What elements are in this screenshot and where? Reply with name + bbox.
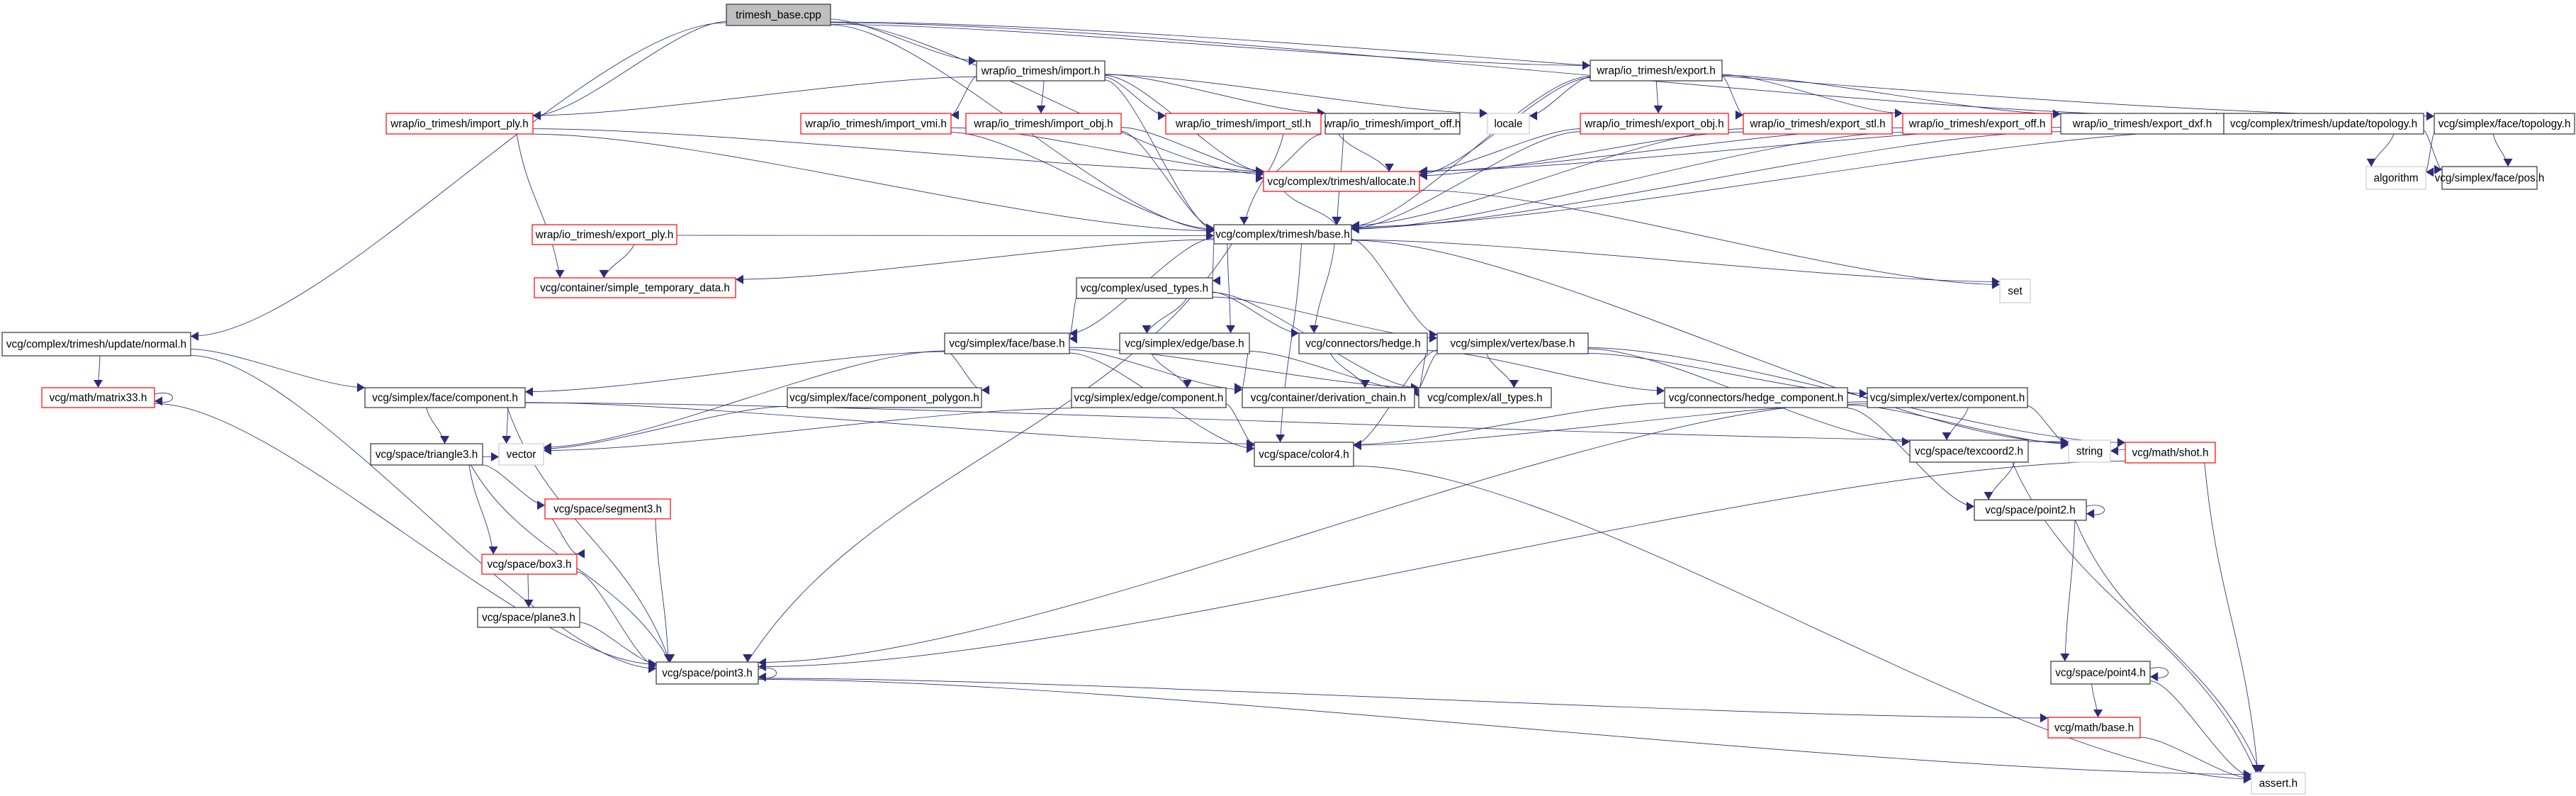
svg-text:wrap/io_trimesh/export.h: wrap/io_trimesh/export.h: [1596, 65, 1716, 77]
svg-text:vcg/container/derivation_chain: vcg/container/derivation_chain.h: [1251, 392, 1406, 404]
svg-text:wrap/io_trimesh/export_obj.h: wrap/io_trimesh/export_obj.h: [1584, 118, 1723, 130]
svg-text:vcg/space/triangle3.h: vcg/space/triangle3.h: [376, 449, 478, 461]
svg-text:vcg/space/point4.h: vcg/space/point4.h: [2055, 667, 2146, 679]
svg-text:vcg/space/point3.h: vcg/space/point3.h: [662, 668, 753, 680]
svg-text:algorithm: algorithm: [2374, 172, 2419, 184]
svg-text:vcg/simplex/vertex/component.h: vcg/simplex/vertex/component.h: [1870, 392, 2025, 404]
svg-text:vcg/container/simple_temporary: vcg/container/simple_temporary_data.h: [540, 282, 730, 294]
svg-text:vcg/complex/used_types.h: vcg/complex/used_types.h: [1081, 283, 1208, 295]
svg-text:vcg/complex/all_types.h: vcg/complex/all_types.h: [1427, 392, 1542, 404]
svg-text:wrap/io_trimesh/import_vmi.h: wrap/io_trimesh/import_vmi.h: [804, 118, 947, 130]
svg-text:vcg/connectors/hedge_component: vcg/connectors/hedge_component.h: [1669, 392, 1844, 404]
svg-text:vcg/complex/trimesh/allocate.h: vcg/complex/trimesh/allocate.h: [1267, 176, 1415, 188]
svg-text:set: set: [2008, 286, 2023, 298]
svg-text:trimesh_base.cpp: trimesh_base.cpp: [736, 9, 821, 21]
svg-text:vcg/complex/trimesh/base.h: vcg/complex/trimesh/base.h: [1215, 229, 1350, 241]
svg-text:wrap/io_trimesh/import_stl.h: wrap/io_trimesh/import_stl.h: [1175, 118, 1311, 130]
svg-text:vcg/simplex/vertex/base.h: vcg/simplex/vertex/base.h: [1451, 338, 1575, 350]
svg-text:wrap/io_trimesh/import_off.h: wrap/io_trimesh/import_off.h: [1324, 118, 1461, 130]
svg-text:wrap/io_trimesh/import.h: wrap/io_trimesh/import.h: [981, 65, 1100, 77]
svg-text:wrap/io_trimesh/import_obj.h: wrap/io_trimesh/import_obj.h: [973, 118, 1113, 130]
svg-text:vcg/math/matrix33.h: vcg/math/matrix33.h: [50, 392, 147, 404]
svg-text:vcg/simplex/edge/component.h: vcg/simplex/edge/component.h: [1074, 392, 1224, 404]
svg-text:vcg/space/point2.h: vcg/space/point2.h: [1985, 505, 2076, 517]
svg-text:vcg/connectors/hedge.h: vcg/connectors/hedge.h: [1305, 338, 1420, 350]
svg-text:vcg/space/plane3.h: vcg/space/plane3.h: [482, 612, 575, 624]
svg-text:vcg/space/segment3.h: vcg/space/segment3.h: [553, 503, 662, 515]
svg-text:vcg/simplex/face/pos.h: vcg/simplex/face/pos.h: [2435, 172, 2545, 184]
svg-text:vcg/space/color4.h: vcg/space/color4.h: [1259, 449, 1349, 461]
svg-text:vcg/math/base.h: vcg/math/base.h: [2054, 722, 2134, 734]
svg-text:wrap/io_trimesh/export_dxf.h: wrap/io_trimesh/export_dxf.h: [2072, 118, 2212, 130]
svg-text:vector: vector: [507, 449, 536, 461]
svg-text:vcg/space/texcoord2.h: vcg/space/texcoord2.h: [1915, 446, 2023, 458]
svg-text:wrap/io_trimesh/export_ply.h: wrap/io_trimesh/export_ply.h: [535, 229, 673, 241]
svg-text:wrap/io_trimesh/export_stl.h: wrap/io_trimesh/export_stl.h: [1749, 118, 1885, 130]
svg-text:wrap/io_trimesh/import_ply.h: wrap/io_trimesh/import_ply.h: [390, 118, 528, 130]
svg-text:wrap/io_trimesh/export_off.h: wrap/io_trimesh/export_off.h: [1908, 118, 2046, 130]
svg-text:vcg/complex/trimesh/update/top: vcg/complex/trimesh/update/topology.h: [2230, 118, 2417, 130]
svg-text:locale: locale: [1495, 118, 1523, 130]
svg-text:vcg/space/box3.h: vcg/space/box3.h: [487, 559, 571, 571]
svg-text:vcg/simplex/face/component_pol: vcg/simplex/face/component_polygon.h: [789, 392, 979, 404]
svg-text:vcg/math/shot.h: vcg/math/shot.h: [2132, 447, 2209, 459]
svg-text:vcg/simplex/edge/base.h: vcg/simplex/edge/base.h: [1125, 338, 1244, 350]
svg-text:vcg/simplex/face/component.h: vcg/simplex/face/component.h: [372, 392, 518, 404]
svg-text:assert.h: assert.h: [2259, 778, 2297, 790]
svg-text:vcg/simplex/face/topology.h: vcg/simplex/face/topology.h: [2439, 118, 2571, 130]
svg-text:vcg/complex/trimesh/update/nor: vcg/complex/trimesh/update/normal.h: [6, 339, 186, 351]
svg-text:string: string: [2076, 446, 2103, 458]
svg-text:vcg/simplex/face/base.h: vcg/simplex/face/base.h: [949, 338, 1064, 350]
